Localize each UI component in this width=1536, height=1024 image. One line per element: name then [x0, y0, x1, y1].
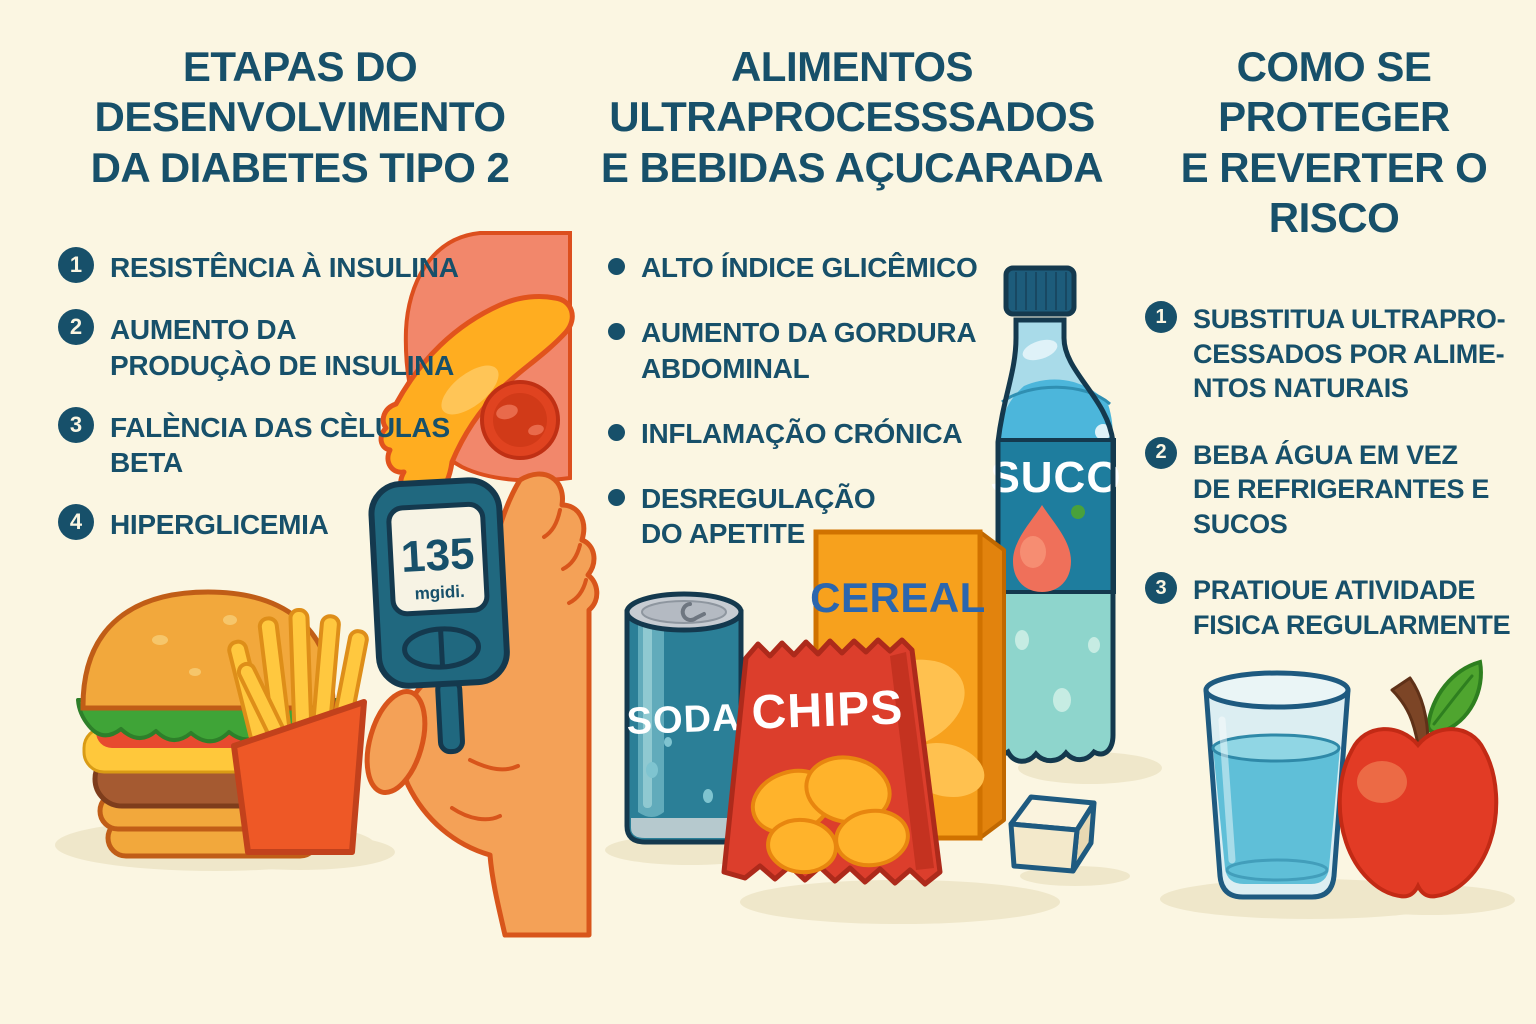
burger-shadow: [55, 819, 375, 871]
list-item-text: AUMENTO DA GORDURA ABDOMINAL: [641, 317, 977, 384]
column1-list: 1 RESISTÊNCIA À INSULINA 2 AUMENTO DA PR…: [58, 247, 508, 543]
column1-title: ETAPAS DO DESENVOLVIMENTO DA DIABETES TI…: [90, 43, 510, 191]
thumb: [364, 689, 428, 795]
apple-icon: [1337, 659, 1515, 915]
chips-label-text: CHIPS: [751, 681, 904, 739]
hand-shape: [397, 471, 600, 938]
list-item: DESREGULAÇÃO DO APETITE: [608, 481, 1038, 552]
list-item: 3 FALÈNCIA DAS CÈLULAS BETA: [58, 406, 508, 481]
chips-bag-icon: CHIPS: [721, 637, 943, 887]
column2-list: ALTO ÍNDICE GLICÊMICO AUMENTO DA GORDURA…: [608, 250, 1038, 552]
sugar-cube-icon: [1008, 794, 1130, 886]
list-item-text: BEBA ÁGUA EM VEZ DE REFRIGERANTES E SUCO…: [1193, 439, 1490, 539]
fries-icon: [227, 608, 369, 855]
burger-icon: [55, 589, 395, 871]
list-item: INFLAMAÇÃO CRÓNICA: [608, 416, 1038, 451]
step-marker: 1: [58, 247, 94, 283]
apple-stem: [1390, 676, 1430, 747]
list-item: 3 PRATIOUE ATIVIDADE FISICA REGULARMENTE: [1145, 572, 1530, 642]
column2-title: ALIMENTOS ULTRAPROCESSSADOS E BEBIDAS AÇ…: [600, 43, 1104, 191]
bullet-dot: [608, 258, 625, 275]
step-marker: 4: [58, 504, 94, 541]
list-item-text: DESREGULAÇÃO DO APETITE: [641, 483, 876, 550]
fries-box: [231, 699, 367, 855]
list-item-text: PRATIOUE ATIVIDADE FISICA REGULARMENTE: [1193, 575, 1511, 640]
water-glass-icon: [1160, 670, 1460, 919]
glass-body: [1203, 687, 1351, 900]
list-item: 2 BEBA ÁGUA EM VEZ DE REFRIGERANTES E SU…: [1145, 436, 1530, 542]
cereal-label-text: CEREAL: [810, 574, 986, 621]
list-item: 4 HIPERGLICEMIA: [58, 504, 508, 542]
chips-bag-body: [721, 637, 943, 887]
list-item: ALTO ÍNDICE GLICÊMICO: [608, 250, 1038, 285]
step-marker: 1: [1145, 301, 1177, 333]
list-item-text: SUBSTITUA ULTRAPRO- CESSADOS POR ALIME- …: [1193, 304, 1506, 404]
step-marker: 2: [1145, 436, 1177, 469]
step-marker: 2: [58, 309, 94, 346]
cereal-box-front: [813, 529, 983, 841]
bullet-dot: [608, 323, 625, 341]
can-tab: [680, 602, 706, 622]
can-top: [624, 591, 744, 633]
list-item: AUMENTO DA GORDURA ABDOMINAL: [608, 315, 1038, 386]
list-item: 2 AUMENTO DA PRODUÇÀO DE INSULINA: [58, 309, 508, 383]
meter-unit: mgidi.: [414, 582, 465, 604]
meter-button: [402, 626, 482, 670]
step-marker: 3: [58, 406, 94, 443]
list-item-text: ALTO ÍNDICE GLICÊMICO: [641, 252, 978, 283]
list-item-text: FALÈNCIA DAS CÈLULAS BETA: [110, 411, 450, 479]
soda-can-icon: SODA: [605, 591, 775, 865]
step-marker: 3: [1145, 572, 1177, 605]
apple-leaf: [1425, 659, 1483, 735]
bullet-dot: [608, 423, 625, 441]
water: [1213, 748, 1340, 884]
cereal-box-icon: CEREAL: [740, 529, 1060, 924]
list-item-text: RESISTÊNCIA À INSULINA: [110, 252, 459, 283]
can-body: [624, 609, 744, 845]
soda-label-text: SODA: [626, 697, 741, 743]
apple-body: [1337, 727, 1499, 899]
list-item-text: AUMENTO DA PRODUÇÀO DE INSULINA: [110, 314, 455, 381]
list-item-text: INFLAMAÇÃO CRÓNICA: [641, 417, 963, 449]
column3-title: COMO SE PROTEGER E REVERTER O RISCO: [1180, 43, 1488, 242]
list-item: 1 RESISTÊNCIA À INSULINA: [58, 247, 508, 285]
test-strip: [435, 677, 465, 755]
column3-list: 1 SUBSTITUA ULTRAPRO- CESSADOS POR ALIME…: [1145, 301, 1530, 642]
bullet-dot: [608, 489, 625, 507]
hand-with-glucose-meter: 135 mgidi.: [364, 471, 600, 938]
list-item-text: HIPERGLICEMIA: [110, 509, 329, 541]
list-item: 1 SUBSTITUA ULTRAPRO- CESSADOS POR ALIME…: [1145, 301, 1530, 406]
